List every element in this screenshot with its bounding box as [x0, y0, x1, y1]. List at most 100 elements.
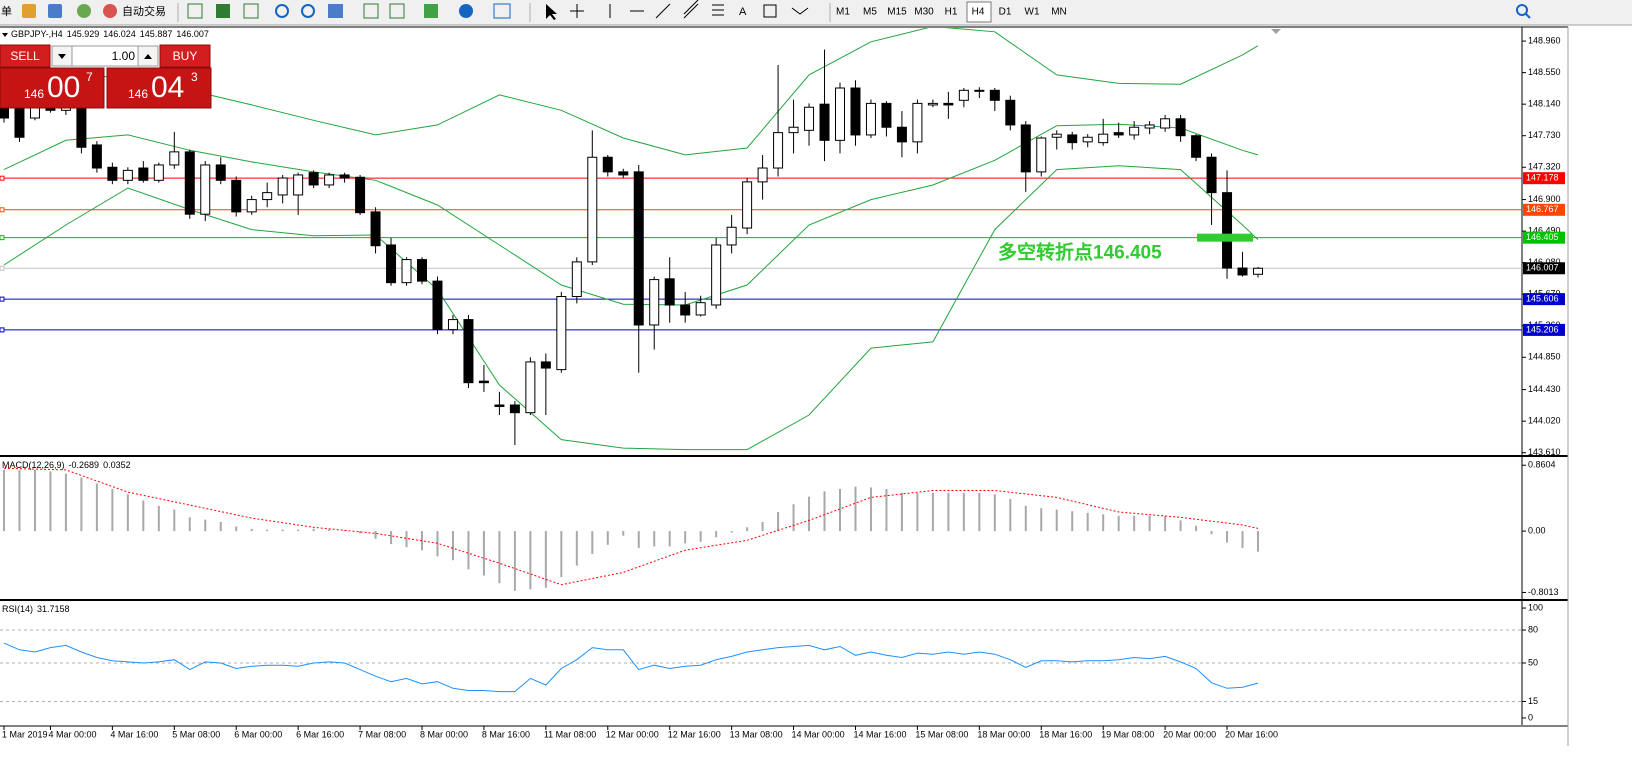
- x-tick-label: 19 Mar 08:00: [1101, 729, 1154, 739]
- x-tick-label: 12 Mar 00:00: [606, 729, 659, 739]
- timeframe[interactable]: D1: [999, 7, 1012, 18]
- x-tick-label: 6 Mar 16:00: [296, 729, 344, 739]
- icon-tile[interactable]: [328, 4, 343, 18]
- candle-body: [1020, 124, 1031, 173]
- level-marker: [0, 327, 5, 333]
- icon-fibo[interactable]: [712, 4, 724, 16]
- timeframe[interactable]: M30: [914, 7, 934, 18]
- icon-zoom-in[interactable]: [275, 4, 289, 18]
- price-level-box: [1523, 323, 1565, 336]
- icon-indicators[interactable]: [424, 4, 438, 18]
- timeframe[interactable]: H4: [972, 7, 985, 18]
- header-value: 145.887: [140, 29, 173, 39]
- icon-candles[interactable]: [216, 4, 230, 18]
- candle-body: [0, 107, 9, 119]
- icon-bar-chart[interactable]: [187, 3, 203, 19]
- timeframe[interactable]: M5: [863, 7, 877, 18]
- candle-body: [726, 226, 737, 246]
- timeframe-active[interactable]: [966, 1, 992, 23]
- price-level-box: [1523, 231, 1565, 244]
- icon[interactable]: [22, 4, 36, 18]
- candle-body: [1175, 118, 1186, 137]
- icon-zoom-out[interactable]: [301, 4, 315, 18]
- y-tick-label: 50: [1528, 657, 1538, 667]
- timeframe[interactable]: M15: [887, 7, 907, 18]
- buy-button[interactable]: [159, 44, 211, 68]
- candle-body: [29, 107, 40, 119]
- header-value: RSI(14): [2, 604, 33, 614]
- x-tick-label: 14 Mar 16:00: [853, 729, 906, 739]
- x-tick-label: 15 Mar 08:00: [915, 729, 968, 739]
- x-tick-label: 8 Mar 00:00: [420, 729, 468, 739]
- icon-search[interactable]: [1516, 4, 1528, 16]
- candle-body: [881, 102, 892, 128]
- sell-button[interactable]: [0, 44, 51, 68]
- icon-label[interactable]: [763, 4, 777, 18]
- candle-body: [169, 151, 180, 166]
- candle-body: [293, 174, 304, 196]
- candle-body: [927, 102, 938, 106]
- header-value: 146.024: [103, 29, 136, 39]
- candle-body: [1113, 132, 1124, 136]
- level-marker: [0, 235, 5, 241]
- sell-price-box[interactable]: [0, 67, 105, 109]
- toolbar-bg: [0, 0, 1632, 25]
- candle-body: [231, 179, 242, 213]
- candle-body: [556, 296, 567, 371]
- icon[interactable]: [77, 4, 91, 18]
- icon-search-handle: [1525, 13, 1531, 19]
- icon-auto-trading[interactable]: [103, 4, 117, 18]
- candle-body: [386, 244, 397, 284]
- icon-arrows[interactable]: [791, 7, 809, 15]
- menu-fragment[interactable]: 单: [1, 5, 12, 18]
- candle-body: [200, 164, 211, 215]
- icon-line-chart[interactable]: [243, 3, 259, 19]
- icon-crosshair[interactable]: [570, 4, 584, 18]
- macd-signal: [3, 467, 1259, 586]
- icon-periods[interactable]: [459, 4, 473, 18]
- timeframe[interactable]: W1: [1025, 7, 1040, 18]
- icon-channel[interactable]: [683, 0, 699, 19]
- macd-plot: [3, 467, 1259, 591]
- candle-body: [308, 172, 319, 186]
- main-plot: 多空转折点146.405: [0, 28, 1522, 451]
- x-tick-label: 18 Mar 16:00: [1039, 729, 1092, 739]
- sell-label[interactable]: SELL: [10, 49, 40, 63]
- timeframe[interactable]: MN: [1051, 7, 1067, 18]
- icon-text[interactable]: A: [739, 6, 747, 18]
- icon-templates[interactable]: [493, 3, 511, 19]
- candle-body: [76, 107, 87, 148]
- icon-cursor[interactable]: [546, 4, 557, 20]
- candle-body: [865, 102, 876, 136]
- candle-body: [664, 278, 675, 306]
- annotation: 多空转折点146.405: [998, 241, 1162, 264]
- candle-body: [602, 156, 613, 173]
- candle-body: [525, 361, 536, 414]
- x-tick-label: 12 Mar 16:00: [668, 729, 721, 739]
- icon-shift[interactable]: [389, 3, 405, 19]
- icon[interactable]: [48, 4, 62, 18]
- lot-value[interactable]: 1.00: [112, 49, 136, 63]
- candle-body: [943, 102, 954, 106]
- timeframe[interactable]: M1: [836, 7, 850, 18]
- price-level-label: 146.007: [1526, 263, 1559, 273]
- x-tick-label: 4 Mar 00:00: [48, 729, 96, 739]
- header-arrow: [2, 33, 8, 37]
- sell-pips: 00: [47, 71, 80, 104]
- x-tick-label: 5 Mar 08:00: [172, 729, 220, 739]
- candle-body: [138, 167, 149, 181]
- icon-scroll[interactable]: [363, 3, 379, 19]
- level-marker: [0, 207, 5, 213]
- candle-body: [14, 107, 25, 138]
- buy-price-box[interactable]: [106, 67, 212, 109]
- candle-body: [742, 181, 753, 229]
- buy-label[interactable]: BUY: [173, 49, 198, 63]
- timeframe[interactable]: H1: [945, 7, 958, 18]
- auto-trading[interactable]: 自动交易: [122, 4, 166, 18]
- header-value: 0.0352: [103, 460, 131, 470]
- y-tick-label: 0.00: [1528, 525, 1546, 535]
- icon-lines[interactable]: [609, 3, 671, 19]
- candle-body: [447, 319, 458, 331]
- sell-fraction: 7: [86, 70, 93, 84]
